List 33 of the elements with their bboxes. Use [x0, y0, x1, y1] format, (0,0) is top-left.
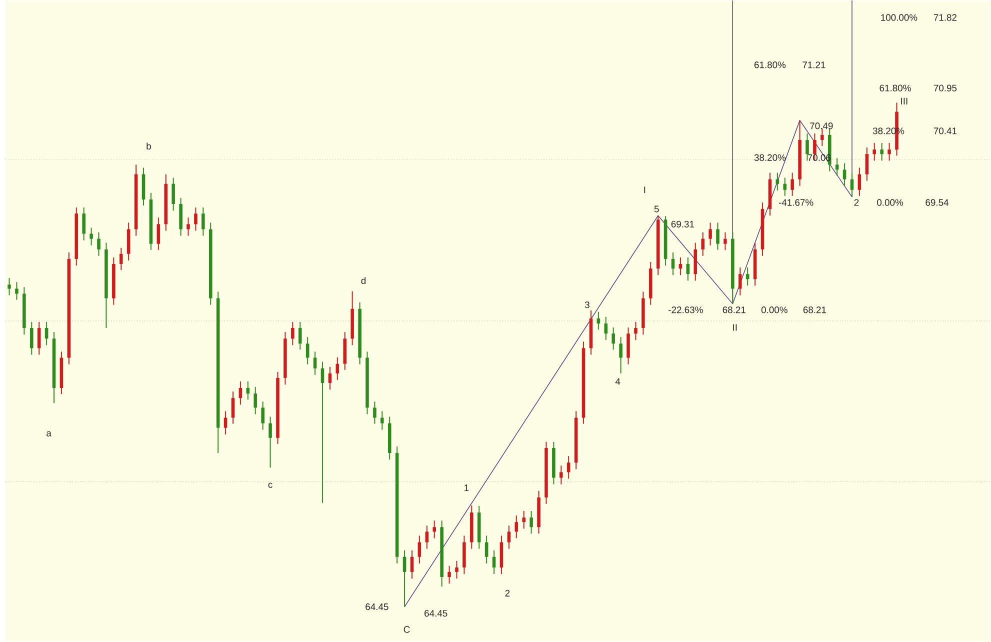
annotation: II — [733, 324, 737, 331]
text: 69.54 — [926, 199, 948, 206]
annotation: 70.49 — [810, 122, 833, 130]
annotation: 69.31 — [671, 221, 694, 228]
annotation: -41.67% — [778, 199, 814, 206]
annotation: 68.21 — [803, 306, 826, 314]
annotation: b — [146, 142, 151, 150]
text: C — [404, 626, 410, 633]
text: 71.82 — [934, 14, 957, 22]
annotation: a — [46, 432, 52, 437]
annotation: -22.63% — [668, 306, 703, 314]
text: 61.80% — [754, 62, 786, 68]
annotation: 38.20% — [754, 154, 786, 162]
annotation: 4 — [615, 378, 620, 385]
annotation: 0.00% — [877, 199, 904, 206]
annotation: 3 — [584, 302, 590, 308]
annotation: d — [361, 277, 366, 284]
text: 71.21 — [802, 62, 826, 68]
annotation: 2 — [505, 590, 510, 597]
annotation: 64.45 — [366, 604, 388, 610]
annotation: 2 — [854, 199, 859, 206]
text: 100.00% — [881, 14, 918, 22]
text: 70.41 — [934, 128, 957, 134]
text: III — [901, 98, 908, 105]
annotation: 0.00% — [761, 306, 788, 314]
annotation: c — [268, 482, 272, 488]
text: 70.95 — [934, 84, 957, 92]
text: 61.80% — [880, 84, 911, 92]
annotation: 1 — [464, 484, 469, 492]
text: 64.45 — [424, 610, 448, 617]
annotation: 68.21 — [722, 306, 746, 314]
annotation: I — [644, 186, 646, 194]
annotation: 5 — [654, 206, 659, 213]
